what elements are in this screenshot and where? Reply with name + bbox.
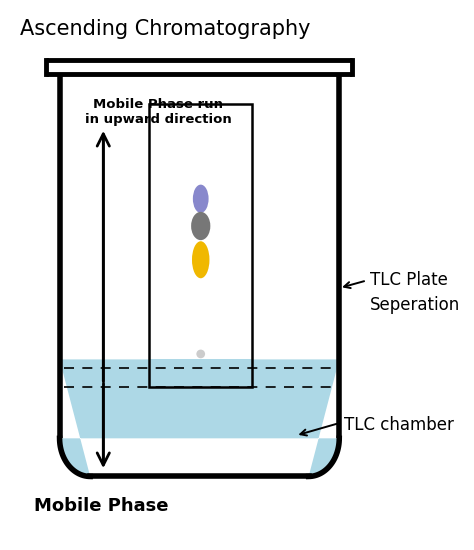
Ellipse shape: [193, 185, 209, 213]
Bar: [149, 103, 252, 359]
Text: Seperation: Seperation: [370, 296, 460, 314]
Text: Mobile Phase run
in upward direction: Mobile Phase run in upward direction: [84, 98, 231, 125]
Ellipse shape: [191, 212, 210, 240]
Polygon shape: [60, 74, 339, 476]
Polygon shape: [60, 359, 339, 476]
Ellipse shape: [196, 350, 205, 358]
Bar: [149, 103, 252, 387]
Text: TLC chamber: TLC chamber: [344, 416, 454, 434]
Ellipse shape: [192, 241, 210, 278]
Text: TLC Plate: TLC Plate: [370, 272, 448, 289]
Text: Ascending Chromatography: Ascending Chromatography: [20, 19, 311, 39]
Bar: [149, 359, 252, 387]
Text: Mobile Phase: Mobile Phase: [34, 497, 168, 515]
